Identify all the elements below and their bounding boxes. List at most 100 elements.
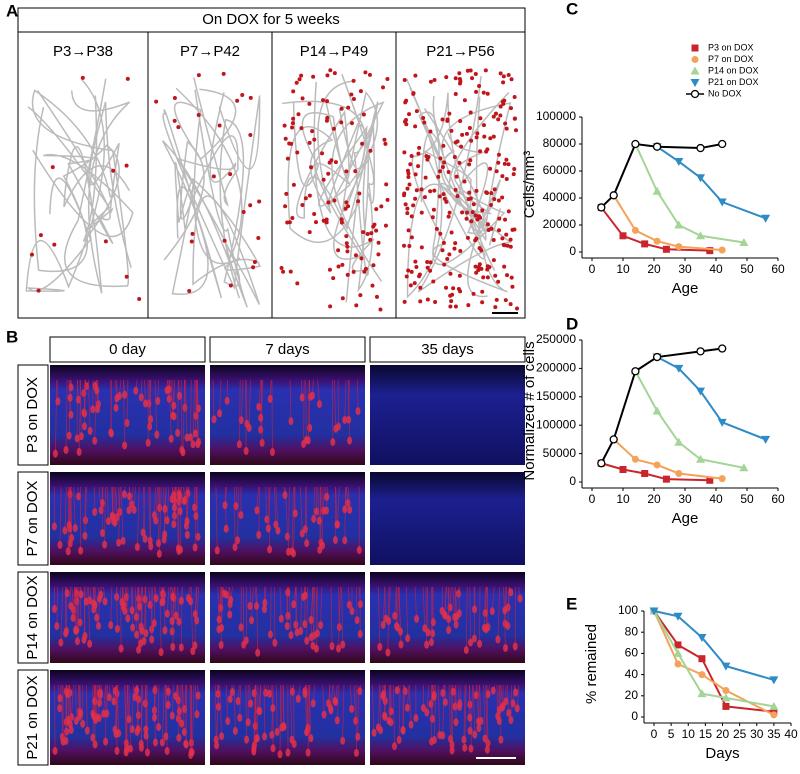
cell-body xyxy=(184,530,190,539)
cell-dot xyxy=(196,113,201,118)
cell-dot xyxy=(345,249,350,254)
cell-body xyxy=(502,606,508,615)
cell-body xyxy=(82,632,88,641)
cell-dot xyxy=(371,263,376,268)
cell-dot xyxy=(428,189,433,194)
cell-body xyxy=(357,687,363,696)
point xyxy=(674,220,684,229)
cell-process xyxy=(126,379,129,423)
cell-body xyxy=(257,707,263,716)
cell-body xyxy=(382,712,388,721)
cell-process xyxy=(484,586,487,614)
cell-dot xyxy=(358,89,363,94)
cell-body xyxy=(51,604,57,613)
cell-process xyxy=(172,586,175,648)
cell-dot xyxy=(402,193,407,198)
cell-dot xyxy=(505,243,510,248)
cell-process xyxy=(75,684,77,721)
cell-body xyxy=(108,621,114,630)
point xyxy=(698,671,706,679)
cell-body xyxy=(347,436,353,445)
cell-dot xyxy=(363,70,368,75)
cell-process xyxy=(194,379,198,434)
cell-body xyxy=(103,737,109,746)
cell-process xyxy=(330,684,334,711)
cell-body xyxy=(304,636,310,645)
point xyxy=(662,245,670,253)
cell-process xyxy=(194,684,198,715)
cell-dot xyxy=(496,279,501,284)
cell-body xyxy=(62,526,68,535)
cell-dot xyxy=(481,90,486,95)
cell-body xyxy=(163,732,169,741)
cell-process xyxy=(126,684,130,720)
cell-body xyxy=(214,741,220,750)
cell-body xyxy=(347,505,353,514)
cell-body xyxy=(171,503,177,512)
cell-dot xyxy=(333,160,338,165)
cell-dot xyxy=(408,283,413,288)
cell-process xyxy=(469,586,471,643)
cell-body xyxy=(334,716,340,725)
cell-dot xyxy=(418,285,423,290)
tissue xyxy=(192,89,261,308)
cell-body xyxy=(179,719,185,728)
cell-body xyxy=(66,431,72,440)
cell-body xyxy=(78,546,84,555)
cell-dot xyxy=(493,273,498,278)
cell-process xyxy=(437,684,441,736)
cell-body xyxy=(76,395,82,404)
cell-dot xyxy=(406,228,411,233)
cell-process xyxy=(300,586,303,632)
cell-body xyxy=(408,720,414,729)
cell-dot xyxy=(228,283,233,288)
cell-body xyxy=(126,506,132,515)
cell-process xyxy=(398,586,401,632)
cell-dot xyxy=(508,302,513,307)
cell-body xyxy=(216,615,222,624)
cell-dot xyxy=(455,194,460,199)
cell-body xyxy=(291,600,297,609)
cell-dot xyxy=(343,206,348,211)
cell-dot xyxy=(285,156,290,161)
cell-dot xyxy=(466,197,471,202)
x-tick-label: 5 xyxy=(668,727,675,741)
cell-dot xyxy=(417,145,422,150)
cell-dot xyxy=(474,188,479,193)
cell-dot xyxy=(345,272,350,277)
cell-body xyxy=(354,616,360,625)
cell-dot xyxy=(473,238,478,243)
cell-dot xyxy=(307,193,312,198)
point xyxy=(609,435,618,444)
cell-dot xyxy=(312,212,317,217)
cell-dot xyxy=(124,163,129,168)
cell-dot xyxy=(509,106,514,111)
cell-body xyxy=(92,740,98,749)
cell-body xyxy=(442,611,448,620)
cell-process xyxy=(271,379,273,453)
cell-dot xyxy=(460,132,465,137)
cell-body xyxy=(81,422,87,431)
cell-dot xyxy=(371,224,376,229)
cell-process xyxy=(388,684,392,723)
cell-dot xyxy=(438,231,443,236)
cell-dot xyxy=(189,239,194,244)
cell-body xyxy=(449,740,455,749)
cell-dot xyxy=(411,91,416,96)
cell-process xyxy=(55,379,58,454)
cell-body xyxy=(513,688,519,697)
cell-body xyxy=(118,644,124,653)
series-line xyxy=(600,347,723,464)
cell-process xyxy=(341,586,344,645)
cell-body xyxy=(144,748,150,757)
cell-body xyxy=(455,589,461,598)
cell-process xyxy=(307,684,309,731)
y-tick-label: 20 xyxy=(625,688,639,702)
cell-dot xyxy=(502,264,507,269)
cell-body xyxy=(57,704,63,713)
cell-body xyxy=(110,512,116,521)
cell-dot xyxy=(445,257,450,262)
cell-dot xyxy=(379,204,384,209)
cell-dot xyxy=(256,235,261,240)
cell-dot xyxy=(290,125,295,130)
